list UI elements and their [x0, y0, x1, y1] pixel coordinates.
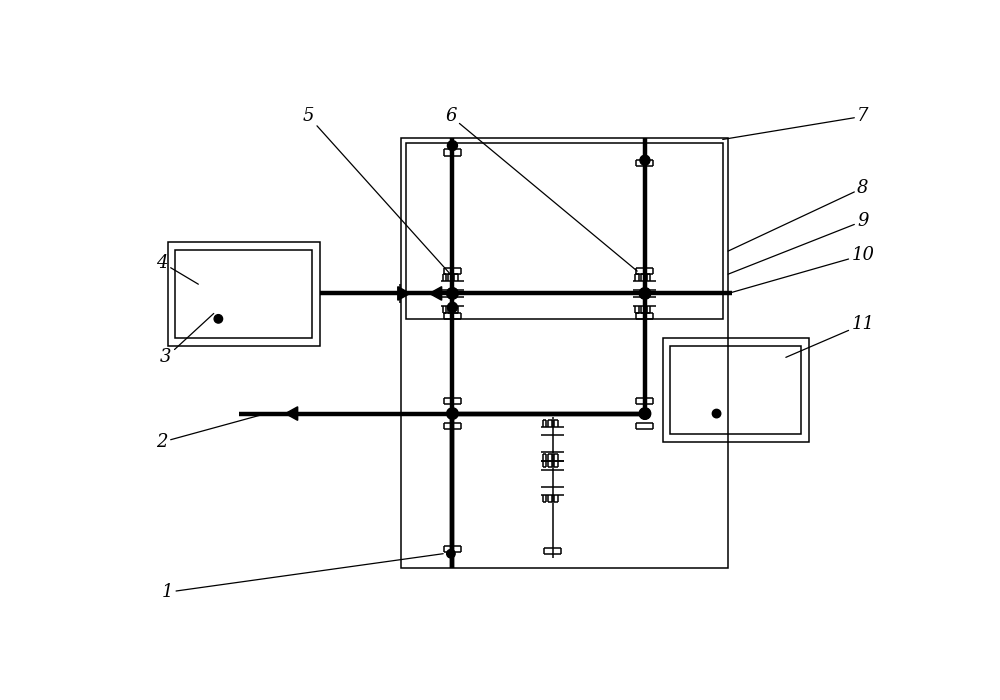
Circle shape — [447, 288, 458, 299]
Circle shape — [447, 288, 458, 299]
Polygon shape — [285, 407, 298, 420]
Circle shape — [640, 155, 650, 165]
Text: 7: 7 — [723, 107, 869, 139]
Bar — [175, 249, 312, 338]
Text: 6: 6 — [445, 107, 637, 271]
Text: 5: 5 — [303, 107, 452, 276]
Circle shape — [712, 410, 721, 418]
Text: 1: 1 — [162, 554, 443, 601]
Circle shape — [447, 141, 457, 150]
Bar — [401, 138, 728, 568]
Text: 8: 8 — [728, 179, 869, 251]
Circle shape — [214, 314, 223, 323]
Bar — [406, 144, 723, 318]
Text: 10: 10 — [728, 246, 874, 293]
Polygon shape — [398, 287, 410, 300]
Bar — [670, 346, 801, 434]
Circle shape — [640, 288, 650, 299]
Bar — [168, 242, 320, 346]
Circle shape — [639, 408, 651, 419]
Circle shape — [447, 550, 455, 558]
Circle shape — [447, 302, 457, 312]
Text: 4: 4 — [156, 253, 198, 284]
Text: 3: 3 — [160, 314, 214, 366]
Text: 11: 11 — [786, 315, 874, 357]
Circle shape — [639, 288, 651, 299]
Polygon shape — [429, 287, 442, 300]
Text: 2: 2 — [156, 414, 266, 451]
Circle shape — [640, 408, 650, 419]
Bar — [663, 338, 809, 442]
Text: 9: 9 — [728, 212, 869, 274]
Circle shape — [447, 408, 458, 419]
